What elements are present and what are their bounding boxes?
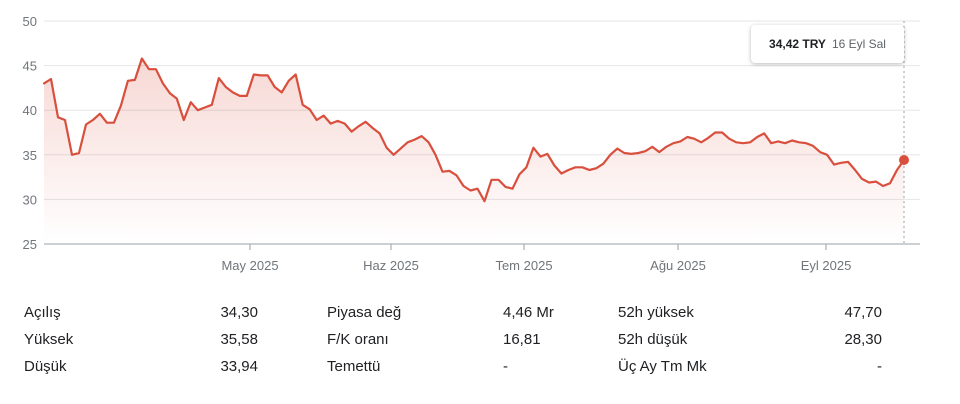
x-tick-label: May 2025 — [221, 258, 278, 273]
price-tooltip: 34,42 TRY 16 Eyl Sal — [751, 25, 904, 63]
stat-value-52w-high: 47,70 — [844, 304, 882, 321]
stat-value-open: 34,30 — [220, 304, 258, 321]
y-tick-label: 50 — [23, 14, 37, 29]
x-axis: May 2025 Haz 2025 Tem 2025 Ağu 2025 Eyl 2025 — [221, 244, 851, 273]
stat-label-dividend: Temettü — [327, 358, 381, 375]
tooltip-date: 16 Eyl Sal — [831, 37, 886, 51]
stat-label-3m-volume: Üç Ay Tm Mk — [618, 358, 707, 375]
x-tick-label: Haz 2025 — [363, 258, 419, 273]
stat-label-low: Düşük — [24, 358, 67, 375]
stat-label-52w-high: 52h yüksek — [618, 304, 694, 321]
stat-label-52w-low: 52h düşük — [618, 331, 688, 348]
price-area — [44, 58, 904, 244]
stat-value-52w-low: 28,30 — [844, 331, 882, 348]
stat-value-high: 35,58 — [220, 331, 258, 348]
stat-value-pe-ratio: 16,81 — [503, 331, 541, 348]
y-tick-label: 35 — [23, 148, 37, 163]
x-tick-label: Tem 2025 — [495, 258, 552, 273]
y-axis: 25 30 35 40 45 50 — [23, 14, 37, 252]
stat-label-high: Yüksek — [24, 331, 74, 348]
price-chart[interactable]: 25 30 35 40 45 50 May 2025 Haz 2025 Tem 2025 Ağu… — [0, 0, 960, 290]
stat-value-dividend: - — [503, 358, 508, 375]
x-tick-label: Eyl 2025 — [801, 258, 852, 273]
price-line — [42, 57, 906, 203]
stat-value-market-cap: 4,46 Mr — [503, 304, 554, 321]
y-tick-label: 30 — [23, 192, 37, 207]
y-tick-label: 45 — [23, 59, 37, 74]
stat-label-market-cap: Piyasa değ — [327, 304, 402, 321]
stat-label-open: Açılış — [24, 304, 61, 321]
stat-label-pe-ratio: F/K oranı — [327, 331, 389, 348]
x-tick-label: Ağu 2025 — [650, 258, 706, 273]
current-price-marker[interactable] — [899, 154, 909, 165]
y-tick-label: 40 — [23, 103, 37, 118]
stat-value-3m-volume: - — [877, 358, 882, 375]
tooltip-price: 34,42 TRY — [769, 37, 826, 51]
y-tick-label: 25 — [23, 237, 37, 252]
stat-value-low: 33,94 — [220, 358, 258, 375]
